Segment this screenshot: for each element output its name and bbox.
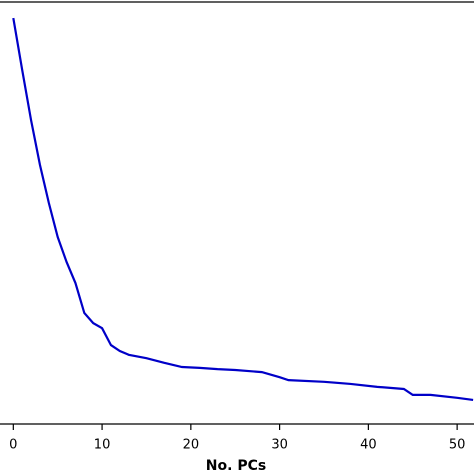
x-tick-label: 40 <box>360 438 377 453</box>
line <box>12 17 474 402</box>
x-tick-label: 0 <box>9 438 17 453</box>
x-tick-label: 10 <box>94 438 111 453</box>
x-tick-label: 20 <box>183 438 200 453</box>
x-tick-label: 50 <box>449 438 466 453</box>
x-axis-label: No. PCs <box>206 458 266 474</box>
x-tick-label: 30 <box>271 438 288 453</box>
